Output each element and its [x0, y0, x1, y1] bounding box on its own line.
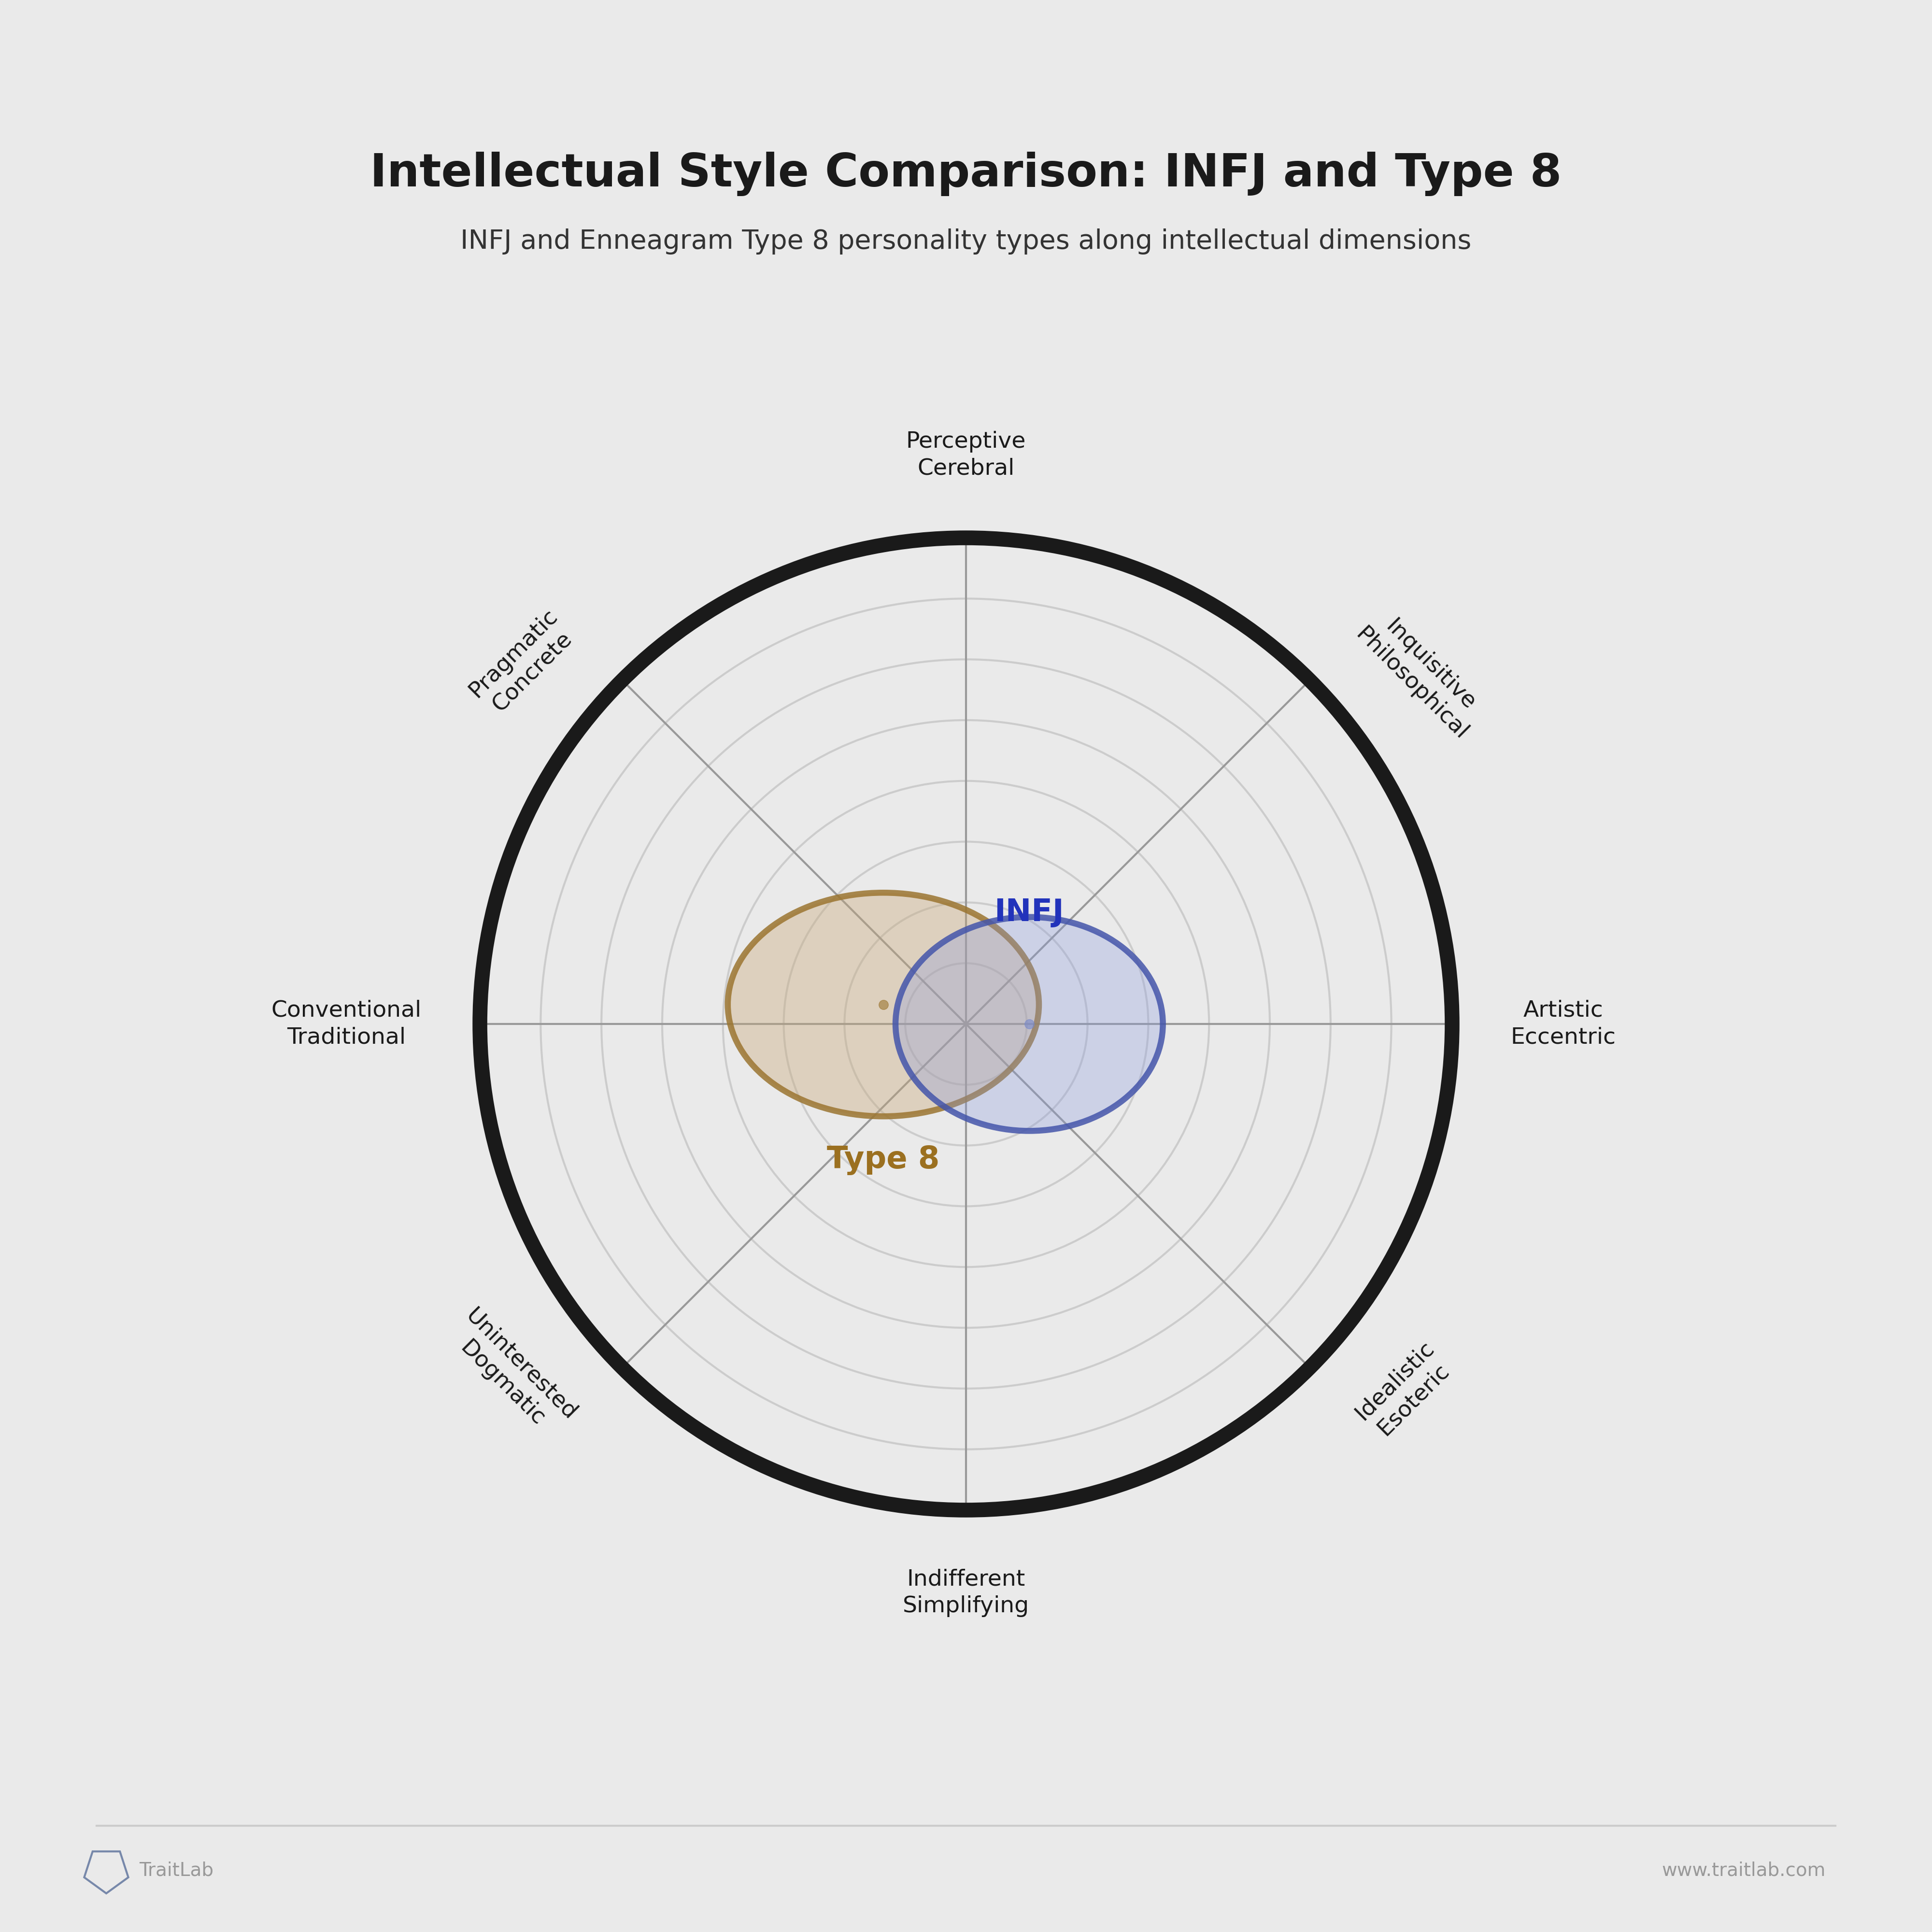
Text: INFJ: INFJ	[995, 896, 1065, 927]
Text: Intellectual Style Comparison: INFJ and Type 8: Intellectual Style Comparison: INFJ and …	[371, 153, 1561, 197]
Text: TraitLab: TraitLab	[139, 1861, 213, 1880]
Ellipse shape	[896, 918, 1163, 1130]
Text: Inquisitive
Philosophical: Inquisitive Philosophical	[1350, 605, 1492, 744]
Text: Uninterested
Dogmatic: Uninterested Dogmatic	[442, 1304, 582, 1443]
Text: Conventional
Traditional: Conventional Traditional	[270, 999, 421, 1049]
Ellipse shape	[728, 893, 1039, 1117]
Text: INFJ and Enneagram Type 8 personality types along intellectual dimensions: INFJ and Enneagram Type 8 personality ty…	[460, 228, 1472, 255]
Text: Type 8: Type 8	[827, 1146, 939, 1175]
Text: Idealistic
Esoteric: Idealistic Esoteric	[1350, 1337, 1457, 1443]
Text: www.traitlab.com: www.traitlab.com	[1662, 1861, 1826, 1880]
Text: Perceptive
Cerebral: Perceptive Cerebral	[906, 431, 1026, 479]
Text: Indifferent
Simplifying: Indifferent Simplifying	[902, 1569, 1030, 1617]
Text: Artistic
Eccentric: Artistic Eccentric	[1511, 999, 1615, 1049]
Text: Pragmatic
Concrete: Pragmatic Concrete	[466, 605, 582, 721]
